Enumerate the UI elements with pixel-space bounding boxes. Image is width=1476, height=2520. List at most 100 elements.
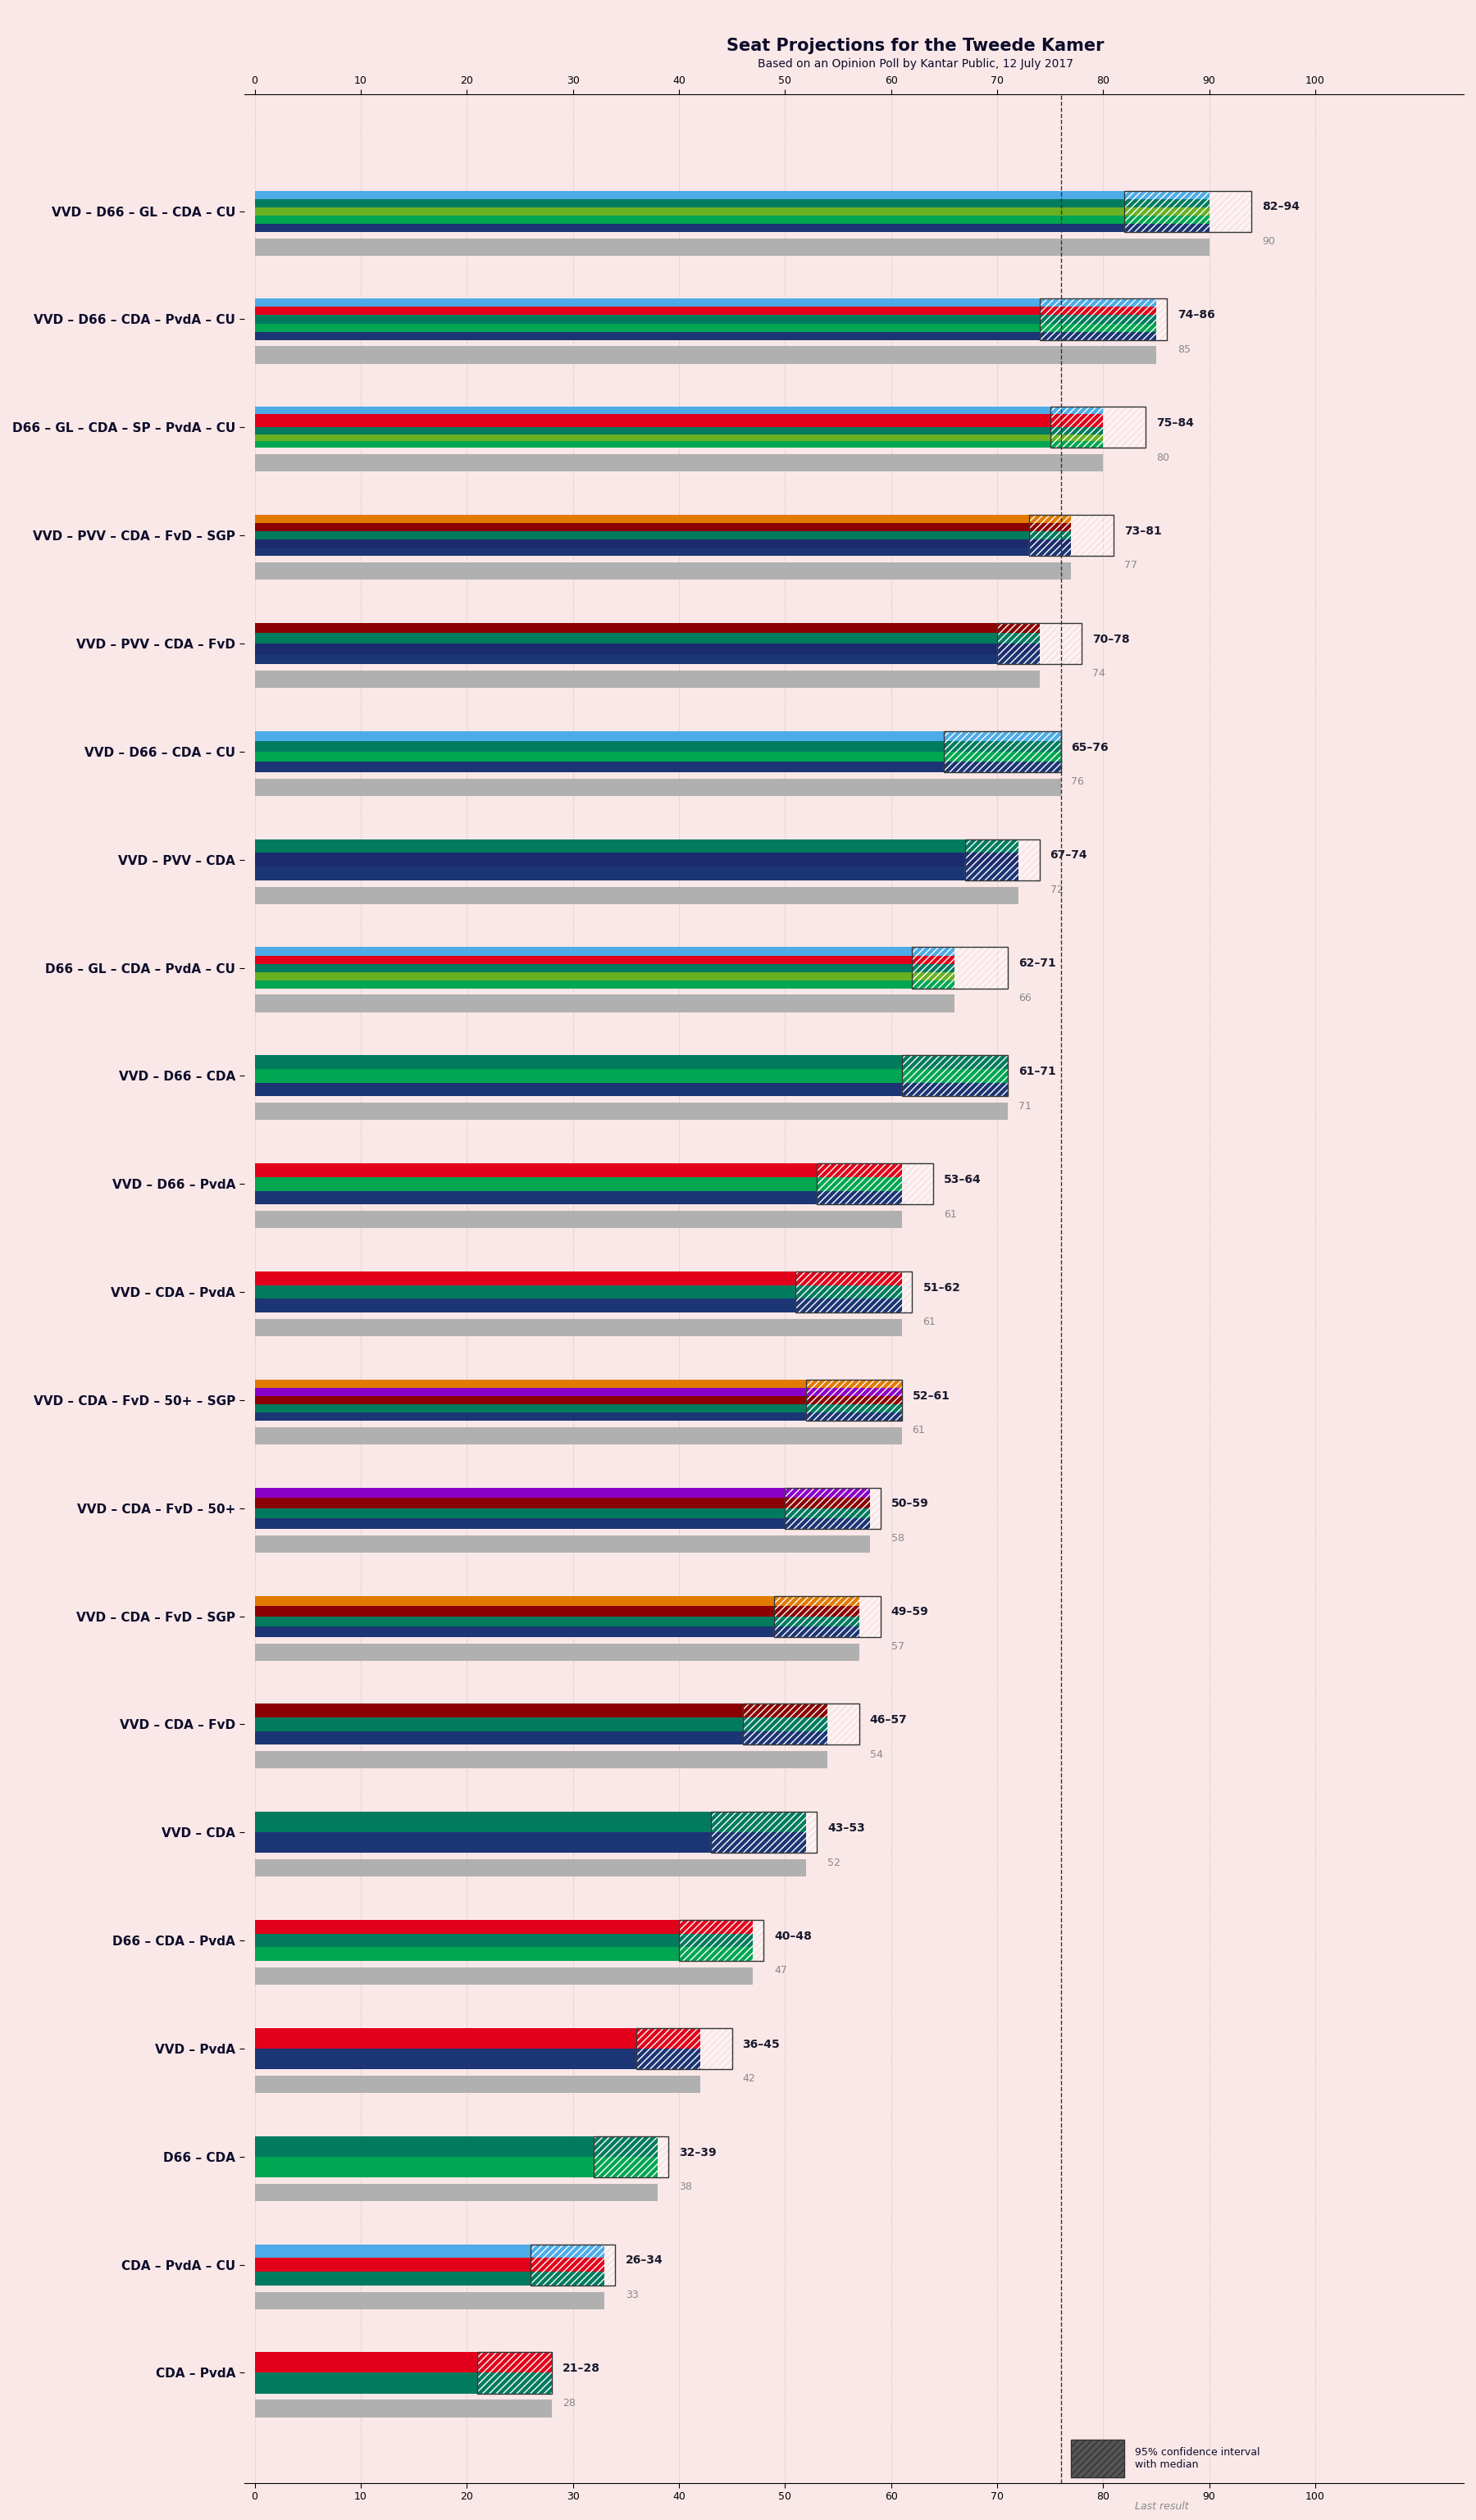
Text: 52: 52 (828, 1857, 840, 1867)
Bar (255, 741, 1061, 751)
Bar (796, 1273, 912, 1313)
Text: 36–45: 36–45 (742, 2039, 779, 2049)
Bar (679, 1920, 763, 1961)
Bar (255, 514, 1072, 524)
Bar (255, 428, 1103, 433)
Bar (255, 2291, 605, 2308)
Bar (255, 973, 955, 980)
Text: 61: 61 (945, 1210, 956, 1220)
Text: 33: 33 (626, 2291, 639, 2301)
Text: 58: 58 (892, 1532, 905, 1545)
Bar (255, 192, 1209, 199)
Bar (255, 1704, 828, 1719)
Bar (902, 1056, 1008, 1096)
Text: 43–53: 43–53 (828, 1822, 865, 1835)
Text: 53–64: 53–64 (945, 1174, 982, 1184)
Bar (816, 1164, 933, 1205)
Text: 85: 85 (1178, 345, 1191, 355)
Bar (255, 454, 1103, 471)
Text: 38: 38 (679, 2182, 692, 2192)
Text: Last result: Last result (1135, 2502, 1188, 2512)
Bar (255, 963, 955, 973)
Bar (255, 1298, 902, 1313)
Bar (593, 2137, 669, 2177)
Bar (255, 852, 1018, 867)
Text: 62–71: 62–71 (1018, 958, 1055, 970)
Bar (1125, 192, 1252, 232)
Text: 72: 72 (1049, 885, 1063, 895)
Bar (255, 2157, 658, 2177)
Bar (255, 1212, 902, 1227)
Bar (255, 1812, 806, 1832)
Bar (255, 2258, 605, 2271)
Text: 75–84: 75–84 (1156, 418, 1194, 428)
Bar (255, 1056, 1008, 1068)
Bar (255, 839, 1018, 852)
Bar (255, 1595, 859, 1605)
Text: 51–62: 51–62 (922, 1283, 961, 1293)
Bar (912, 948, 1008, 988)
Text: 76: 76 (1072, 776, 1085, 786)
Bar (1039, 300, 1166, 340)
Text: 50–59: 50–59 (892, 1497, 928, 1509)
Text: 66: 66 (1018, 993, 1032, 1003)
Bar (255, 1285, 902, 1298)
Bar (796, 1273, 912, 1313)
Bar (255, 670, 1039, 688)
Text: 67–74: 67–74 (1049, 849, 1088, 862)
Text: 61: 61 (912, 1424, 925, 1436)
Bar (255, 1411, 902, 1421)
Bar (679, 1920, 763, 1961)
Bar (945, 731, 1061, 771)
Bar (711, 1812, 816, 1852)
Bar (255, 315, 1156, 323)
Bar (1029, 514, 1114, 557)
Text: 46–57: 46–57 (869, 1714, 908, 1726)
Bar (255, 1426, 902, 1444)
Bar (255, 307, 1156, 315)
Bar (775, 1595, 880, 1638)
Text: 73–81: 73–81 (1125, 524, 1162, 537)
Bar (255, 532, 1072, 539)
Bar (255, 1615, 859, 1625)
Text: 90: 90 (1262, 237, 1275, 247)
Bar (255, 1605, 859, 1615)
Bar (255, 562, 1072, 580)
Bar (255, 1731, 828, 1744)
Bar (816, 1164, 933, 1205)
Text: 74–86: 74–86 (1178, 310, 1215, 320)
Bar (255, 300, 1156, 307)
Bar (912, 948, 1008, 988)
Bar (255, 2374, 552, 2394)
Bar (255, 1318, 902, 1336)
Bar (255, 779, 1061, 796)
Bar (1039, 300, 1166, 340)
Bar (255, 761, 1061, 771)
Bar (1072, 2495, 1125, 2520)
Bar (255, 1643, 859, 1661)
Bar (806, 1378, 902, 1421)
Bar (636, 2029, 732, 2069)
Bar (255, 413, 1103, 421)
Bar (477, 2351, 552, 2394)
Bar (255, 955, 955, 963)
Bar (785, 1487, 880, 1530)
Text: 61–71: 61–71 (1018, 1066, 1055, 1076)
Bar (255, 653, 1039, 665)
Bar (255, 1104, 1008, 1121)
Bar (255, 239, 1209, 255)
Bar (255, 333, 1156, 340)
Bar (255, 207, 1209, 214)
Bar (255, 2271, 605, 2286)
Bar (593, 2137, 669, 2177)
Bar (255, 2351, 552, 2374)
Bar (255, 1378, 902, 1389)
Bar (806, 1378, 902, 1421)
Bar (255, 1968, 753, 1986)
Bar (255, 2185, 658, 2200)
Bar (255, 1192, 902, 1205)
Text: 95% confidence interval
with median: 95% confidence interval with median (1135, 2447, 1261, 2470)
Bar (255, 1396, 902, 1404)
Bar (255, 1404, 902, 1411)
Bar (255, 731, 1061, 741)
